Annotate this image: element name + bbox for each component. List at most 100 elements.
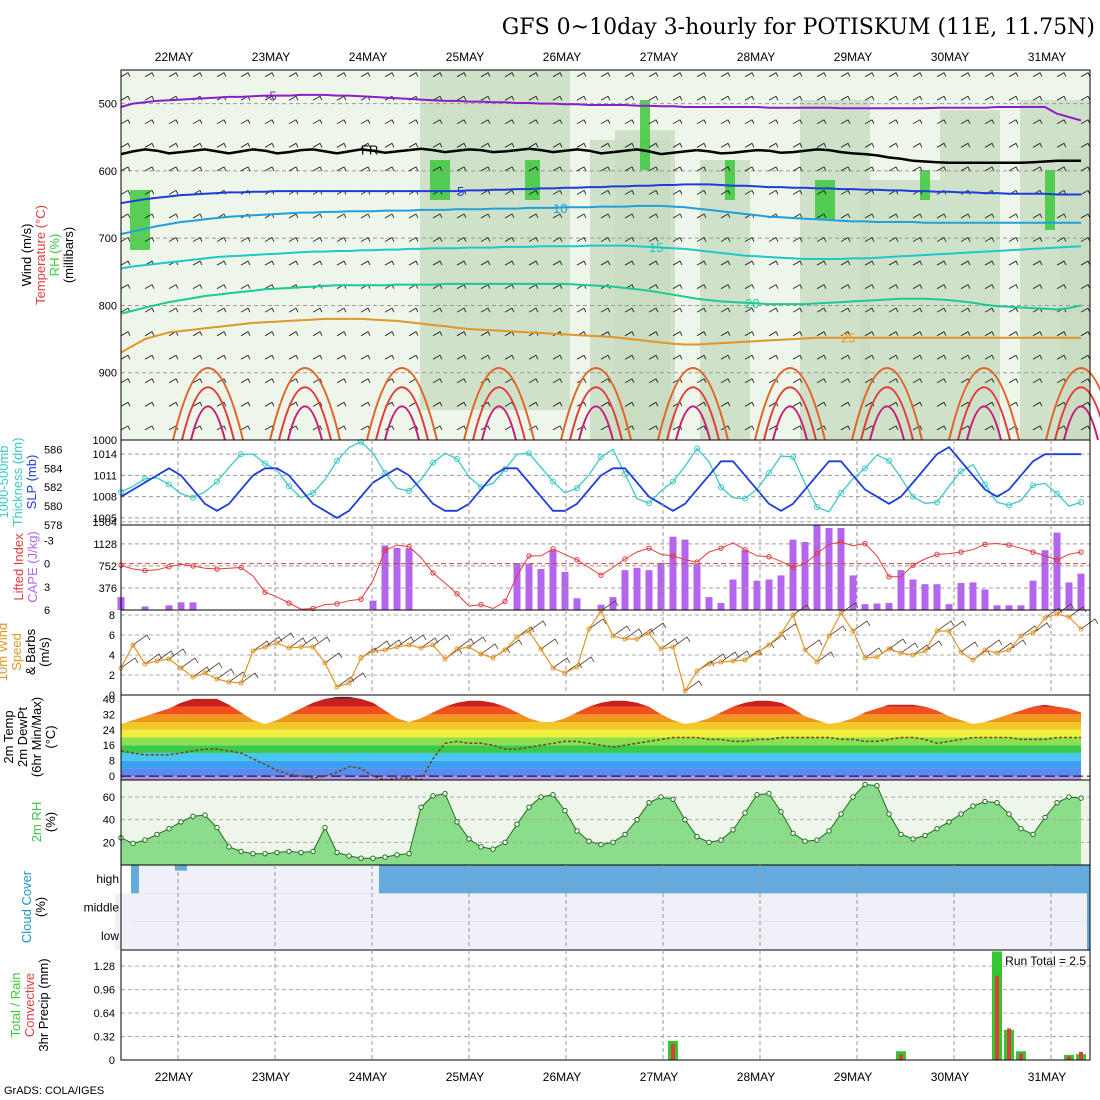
wind-barb bbox=[840, 119, 851, 125]
wind-barb bbox=[408, 354, 419, 360]
wind-barb bbox=[984, 166, 995, 172]
wind-barb bbox=[792, 236, 803, 242]
wind-barb bbox=[768, 354, 779, 360]
cloud-cell bbox=[487, 921, 499, 950]
wind-barb bbox=[672, 213, 683, 219]
wind-barb bbox=[1056, 213, 1067, 219]
wind-speed-point bbox=[1066, 614, 1072, 620]
cloud-cell bbox=[271, 893, 283, 922]
thickness-tick: 584 bbox=[44, 463, 62, 475]
wind-barb bbox=[816, 307, 827, 313]
wind-barb bbox=[648, 213, 659, 219]
wind-barb bbox=[792, 354, 803, 360]
cape-bar bbox=[777, 575, 785, 610]
wind-barb bbox=[912, 95, 923, 101]
wind-barb bbox=[168, 284, 179, 289]
isotherm-line bbox=[120, 317, 1081, 354]
rh-point bbox=[514, 821, 520, 827]
wind-barb bbox=[960, 119, 971, 125]
slp-tick: 1005 bbox=[93, 513, 117, 525]
cloud-cell bbox=[547, 921, 559, 950]
wind-barb bbox=[672, 331, 683, 337]
thickness-point bbox=[214, 478, 220, 485]
wind-speed-point bbox=[370, 648, 376, 654]
y-tick-label: 0 bbox=[109, 771, 115, 783]
cloud-cell bbox=[991, 921, 1003, 950]
thickness-point bbox=[598, 454, 604, 460]
wind-barb bbox=[576, 401, 587, 407]
wind-barb bbox=[936, 236, 947, 242]
cape-bar bbox=[765, 579, 773, 610]
wind-barb bbox=[1080, 378, 1091, 384]
thickness-point bbox=[718, 484, 724, 491]
wind-barb bbox=[624, 95, 635, 101]
temp-band bbox=[121, 729, 1081, 738]
cloud-cell bbox=[547, 893, 559, 922]
rh-shading bbox=[615, 130, 675, 430]
wind-speed-point bbox=[694, 668, 700, 674]
wind-barb bbox=[576, 260, 587, 266]
wind-barb bbox=[312, 72, 323, 78]
rh-point bbox=[982, 798, 988, 805]
wind-barb bbox=[1080, 307, 1091, 313]
thickness-point bbox=[814, 504, 820, 511]
wind-barb bbox=[600, 600, 619, 612]
cloud-cell bbox=[619, 893, 631, 922]
thickness-line bbox=[120, 441, 1082, 513]
rh-point bbox=[238, 848, 244, 855]
warm-isotherm bbox=[578, 405, 614, 441]
precip-convective-bar bbox=[899, 1054, 903, 1060]
cape-bar bbox=[1077, 573, 1085, 610]
wind-barb bbox=[696, 213, 707, 219]
cloud-cell bbox=[667, 893, 679, 922]
wind-barb bbox=[480, 119, 491, 125]
cloud-cell bbox=[415, 921, 427, 950]
cape-bar bbox=[945, 604, 953, 610]
wind-barb bbox=[432, 331, 443, 337]
cloud-cell bbox=[931, 921, 943, 950]
wind-barb bbox=[840, 142, 851, 148]
wind-barb bbox=[192, 307, 203, 313]
wind-speed-point bbox=[886, 646, 892, 652]
wind-barb bbox=[816, 401, 827, 407]
lifted-index-point bbox=[742, 547, 748, 553]
cape-tick: 1128 bbox=[93, 539, 117, 551]
wind-barb bbox=[840, 260, 851, 266]
wind-barb bbox=[648, 72, 659, 78]
rh-point bbox=[706, 839, 712, 846]
wind-barb bbox=[600, 142, 611, 148]
wind-barb bbox=[744, 307, 755, 313]
panel-label: CAPE (J/kg) bbox=[25, 531, 40, 603]
isotherm-label: 25 bbox=[841, 331, 855, 346]
wind-barb bbox=[1032, 166, 1043, 172]
wind-barb bbox=[192, 284, 203, 289]
rh-point bbox=[1018, 826, 1024, 832]
wind-barb bbox=[432, 307, 443, 313]
wind-barb bbox=[720, 651, 739, 663]
wind-barb bbox=[528, 189, 539, 195]
wind-barb bbox=[912, 166, 923, 172]
day-label-bottom: 24MAY bbox=[349, 1070, 387, 1084]
lifted-index-point bbox=[1054, 557, 1060, 563]
rh-point bbox=[142, 837, 148, 843]
lifted-index-point bbox=[766, 553, 772, 560]
wind-barb bbox=[504, 307, 515, 313]
precip-convective-bar bbox=[1007, 1028, 1011, 1060]
cape-bar bbox=[657, 563, 665, 610]
wind-barb bbox=[240, 425, 251, 431]
wind-barb bbox=[312, 260, 323, 266]
temp-band bbox=[121, 714, 1081, 723]
wind-speed-point bbox=[670, 644, 676, 650]
wind-barb bbox=[384, 354, 395, 360]
temp-bands bbox=[121, 696, 1081, 780]
wind-barb bbox=[528, 331, 539, 337]
wind-barb bbox=[624, 189, 635, 195]
wind-barb bbox=[852, 620, 871, 632]
wind-barb bbox=[864, 72, 875, 78]
wind-speed-point bbox=[1078, 626, 1084, 632]
wind-barb bbox=[1032, 236, 1043, 242]
wind-barb bbox=[648, 354, 659, 360]
cloud-cell bbox=[391, 921, 403, 950]
rh-point bbox=[1054, 799, 1060, 806]
cloud-cell bbox=[955, 921, 967, 950]
